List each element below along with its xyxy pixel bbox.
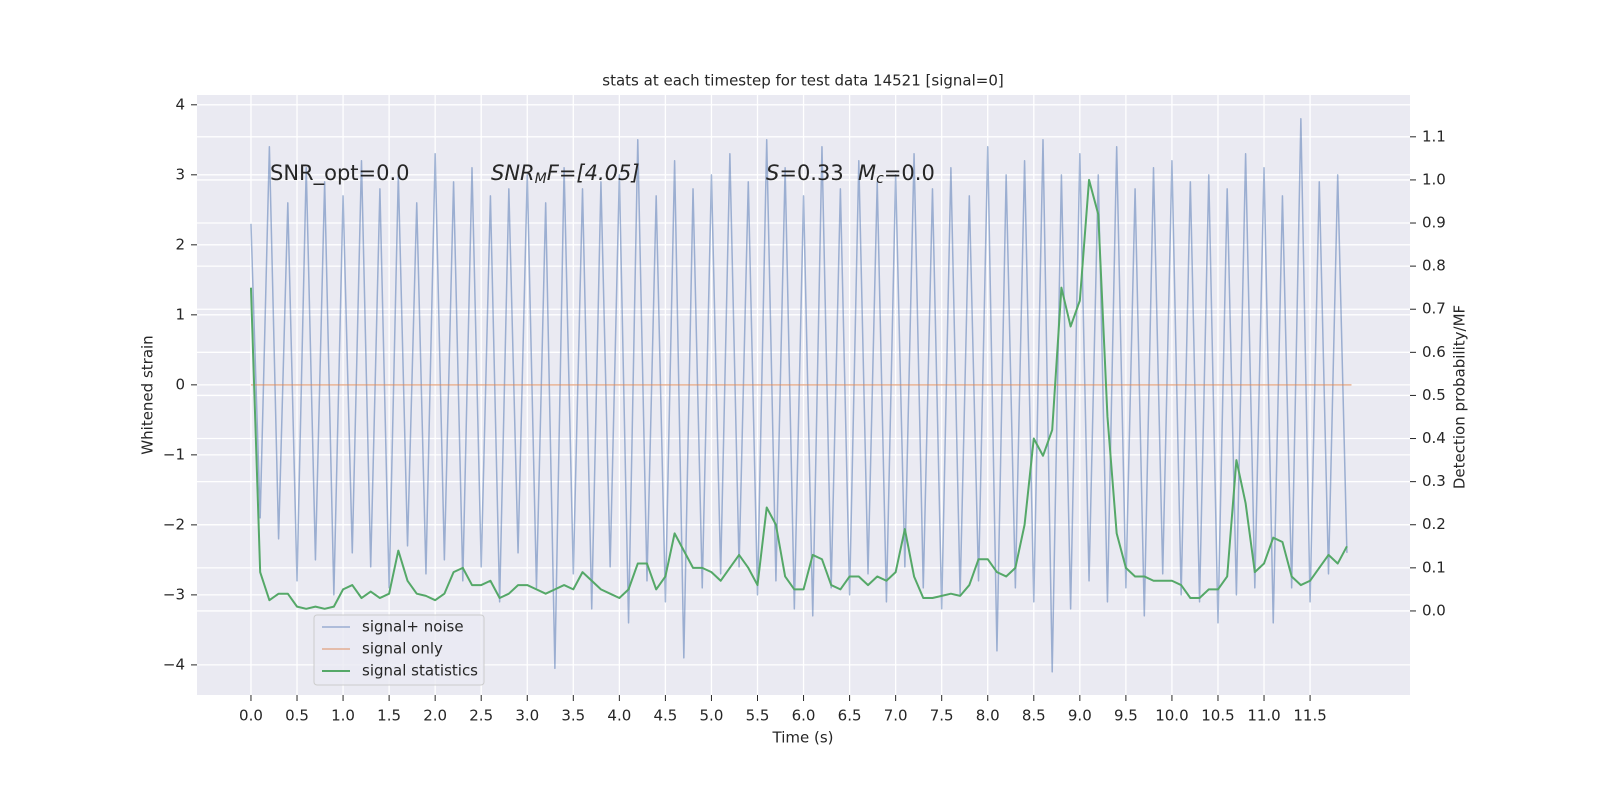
x-tick-label: 0.5 (285, 707, 309, 725)
x-tick-label: 1.5 (377, 707, 401, 725)
series-line (250, 118, 1348, 673)
annotation: SNR_opt=0.0 (270, 161, 410, 186)
legend-label: signal only (362, 640, 443, 658)
x-tick-label: 10.0 (1155, 707, 1188, 725)
annotation: S=0.33 (766, 161, 844, 185)
y2-tick-label: 1.1 (1422, 127, 1446, 145)
x-tick-label: 8.5 (1022, 707, 1046, 725)
x-tick-label: 7.0 (884, 707, 908, 725)
y2-tick-label: 0.4 (1422, 429, 1446, 447)
legend-label: signal statistics (362, 662, 478, 680)
x-tick-label: 5.0 (700, 707, 724, 725)
y-tick-label: 3 (175, 165, 185, 183)
y2-tick-label: 0.0 (1422, 601, 1446, 619)
y-tick-label: 4 (175, 95, 185, 113)
legend-box (313, 614, 485, 686)
x-tick-label: 3.0 (515, 707, 539, 725)
x-tick-label: 9.0 (1068, 707, 1092, 725)
y-tick-label: −1 (163, 445, 185, 463)
y-axis-label: Whitened strain (139, 335, 157, 454)
y-tick-label: −4 (163, 655, 185, 673)
x-tick-label: 0.0 (239, 707, 263, 725)
legend-label: signal+ noise (362, 618, 464, 636)
x-tick-label: 6.5 (838, 707, 862, 725)
chart-title: stats at each timestep for test data 145… (602, 72, 1003, 90)
x-axis-label: Time (s) (772, 729, 834, 747)
x-tick-label: 11.5 (1293, 707, 1326, 725)
y2-tick-label: 0.6 (1422, 343, 1446, 361)
x-tick-label: 8.0 (976, 707, 1000, 725)
x-tick-label: 2.5 (469, 707, 493, 725)
y2-tick-label: 0.7 (1422, 300, 1446, 318)
x-tick-label: 6.0 (792, 707, 816, 725)
annotation: SNRMF=[4.05] (491, 161, 640, 187)
y2-tick-label: 0.5 (1422, 386, 1446, 404)
y2-tick-label: 0.9 (1422, 214, 1446, 232)
y-tick-label: 0 (175, 375, 185, 393)
x-tick-label: 1.0 (331, 707, 355, 725)
y-tick-label: −2 (163, 515, 185, 533)
y-tick-label: −3 (163, 585, 185, 603)
annotation: Mc=0.0 (858, 161, 935, 187)
y2-tick-label: 0.3 (1422, 472, 1446, 490)
x-tick-label: 7.5 (930, 707, 954, 725)
x-tick-label: 5.5 (746, 707, 770, 725)
y-tick-label: 1 (175, 305, 185, 323)
y2-tick-label: 1.0 (1422, 170, 1446, 188)
x-tick-label: 4.5 (653, 707, 677, 725)
y2-tick-label: 0.8 (1422, 257, 1446, 275)
x-tick-label: 11.0 (1247, 707, 1280, 725)
x-tick-label: 3.5 (561, 707, 585, 725)
series-line (249, 178, 1348, 610)
x-tick-label: 2.0 (423, 707, 447, 725)
y2-tick-label: 0.1 (1422, 558, 1446, 576)
x-tick-label: 9.5 (1114, 707, 1138, 725)
y2-tick-label: 0.2 (1422, 515, 1446, 533)
y2-axis-label: Detection probability/MF (1451, 305, 1469, 489)
x-tick-label: 10.5 (1201, 707, 1234, 725)
x-tick-label: 4.0 (607, 707, 631, 725)
y-tick-label: 2 (175, 235, 185, 253)
